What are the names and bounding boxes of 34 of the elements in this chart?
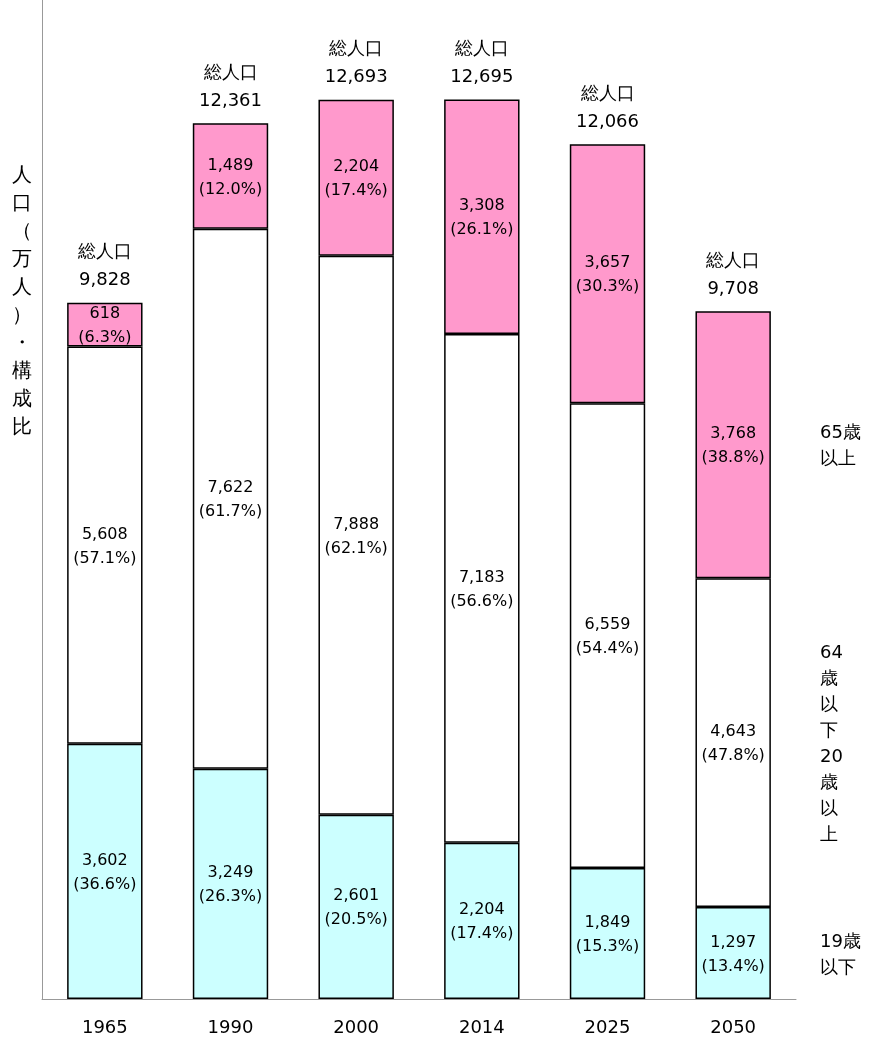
text: 19歳以下 (820, 929, 861, 977)
text: 65歳以上 (820, 421, 861, 469)
data-label: 7,888 (62.1%) (324, 513, 388, 557)
x-tick-label: 1965 (81, 1015, 128, 1037)
total-label: 総人口 9,708 (705, 248, 761, 298)
data-label: 2,204 (17.4%) (450, 899, 514, 943)
data-label: 7,622 (61.7%) (198, 477, 263, 521)
data-label: 2,204 (17.4%) (324, 156, 388, 200)
data-label: 1,489 (12.0%) (198, 154, 263, 198)
data-label: 3,249 (26.3%) (198, 862, 263, 906)
total-label: 総人口 12,693 (324, 37, 388, 87)
data-label: 7,183 (56.6%) (450, 566, 514, 610)
data-label: 4,643 (47.8%) (701, 721, 765, 765)
data-label: 3,308 (26.1%) (450, 195, 514, 239)
data-label: 5,608 (57.1%) (73, 523, 137, 567)
x-tick-label: 2050 (710, 1015, 757, 1037)
data-label: 618 (6.3%) (78, 303, 132, 347)
x-tick-label: 2025 (584, 1015, 631, 1037)
total-label: 総人口 12,066 (576, 81, 639, 131)
x-tick-label: 1990 (207, 1015, 254, 1037)
data-label: 6,559 (54.4%) (575, 614, 640, 658)
x-tick-label: 2000 (333, 1015, 380, 1037)
data-label: 2,601 (20.5%) (324, 885, 388, 929)
total-label: 総人口 12,695 (450, 37, 514, 87)
text: 64歳以下20歳以上 (820, 641, 843, 845)
data-label: 1,849 (15.3%) (575, 912, 640, 955)
total-label: 総人口 12,361 (199, 60, 262, 110)
data-label: 3,768 (38.8%) (701, 423, 765, 467)
x-tick-label: 2014 (458, 1015, 505, 1037)
text: 人口（万人）・構成比 (12, 162, 32, 438)
data-label: 3,657 (30.3%) (575, 252, 640, 296)
data-label: 1,297 (13.4%) (701, 931, 765, 975)
total-label: 総人口 9,828 (76, 240, 132, 290)
data-label: 3,602 (36.6%) (73, 849, 137, 893)
